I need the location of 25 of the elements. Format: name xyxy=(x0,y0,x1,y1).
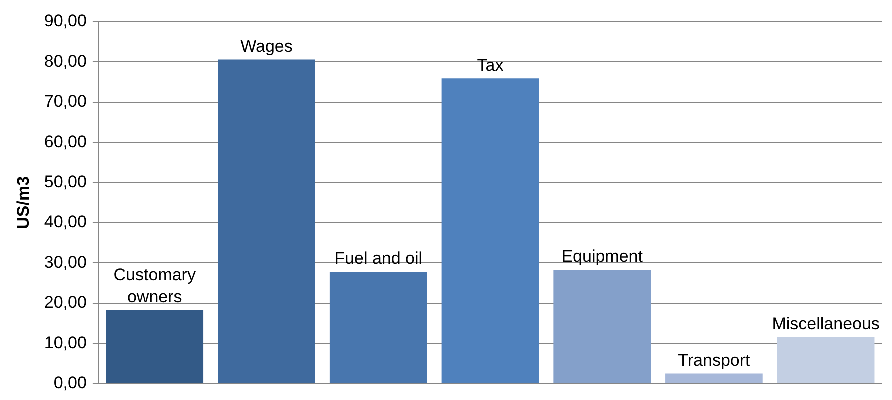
bar xyxy=(554,270,651,384)
x-tick-label: Fuel and oil xyxy=(334,249,423,268)
bar xyxy=(106,310,204,384)
y-axis-title: US/m3 xyxy=(14,176,33,230)
y-tick-label: 60,00 xyxy=(44,132,87,152)
bar xyxy=(666,374,763,384)
x-tick-label: Equipment xyxy=(562,247,644,266)
x-tick-label: Customary owners xyxy=(114,265,196,306)
y-tick-label: 80,00 xyxy=(44,52,87,71)
x-tick-label: Transport xyxy=(678,350,751,370)
x-tick-label: Wages xyxy=(240,36,293,56)
bar xyxy=(442,78,540,384)
y-tick-label: 90,00 xyxy=(44,12,87,31)
bar xyxy=(777,337,875,384)
y-tick-label: 40,00 xyxy=(44,212,87,232)
y-tick-label: 70,00 xyxy=(44,92,87,112)
y-tick-label: 30,00 xyxy=(44,252,87,272)
x-tick-label: Miscellaneous xyxy=(772,314,880,334)
y-tick-label: 0,00 xyxy=(54,373,87,392)
x-tick-label: Tax xyxy=(477,56,504,75)
bar xyxy=(218,60,316,384)
y-tick-label: 20,00 xyxy=(44,293,87,312)
bar xyxy=(330,272,428,384)
y-tick-label: 10,00 xyxy=(44,333,87,352)
y-tick-label: 50,00 xyxy=(44,172,87,192)
